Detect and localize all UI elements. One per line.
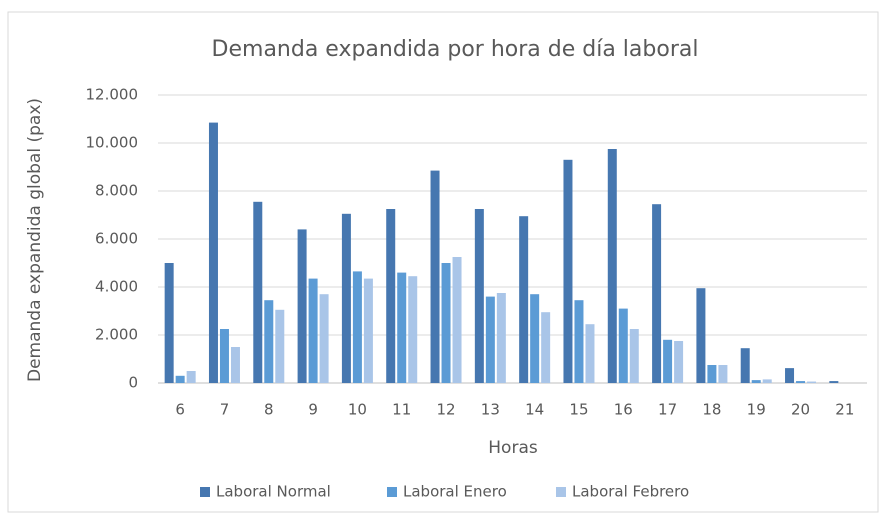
- bar: [807, 381, 817, 383]
- bar: [275, 309, 285, 383]
- x-tick-label: 18: [702, 401, 721, 419]
- x-tick-label: 9: [308, 401, 318, 419]
- bar: [175, 375, 185, 383]
- bar: [696, 288, 706, 383]
- x-tick-label: 17: [658, 401, 677, 419]
- bar: [718, 365, 728, 383]
- bar: [474, 209, 484, 383]
- bar: [253, 201, 263, 383]
- bar: [496, 293, 506, 383]
- bar: [574, 300, 584, 383]
- x-tick-label: 20: [791, 401, 810, 419]
- y-tick-label: 8.000: [95, 182, 138, 200]
- bar: [762, 379, 772, 383]
- bar: [585, 324, 595, 383]
- y-tick-label: 4.000: [95, 278, 138, 296]
- y-tick-label: 12.000: [86, 86, 139, 104]
- bar: [629, 329, 639, 383]
- bar: [652, 204, 662, 383]
- x-tick-label: 8: [264, 401, 274, 419]
- bar: [352, 271, 362, 383]
- bar: [386, 209, 396, 383]
- bar: [740, 348, 750, 383]
- y-tick-label: 0: [128, 374, 138, 392]
- bar: [208, 122, 218, 383]
- bar: [297, 229, 307, 383]
- bar: [829, 381, 839, 383]
- bar: [485, 296, 495, 383]
- bar: [519, 216, 529, 383]
- bar: [363, 278, 373, 383]
- bar: [430, 170, 440, 383]
- bar: [707, 365, 717, 383]
- x-tick-label: 11: [392, 401, 411, 419]
- y-axis-label: Demanda expandida global (pax): [25, 98, 45, 382]
- bar: [674, 341, 684, 383]
- x-tick-label: 13: [481, 401, 500, 419]
- y-tick-label: 2.000: [95, 326, 138, 344]
- bar: [219, 329, 229, 383]
- legend-label: Laboral Normal: [216, 483, 331, 501]
- chart-title: Demanda expandida por hora de día labora…: [212, 37, 699, 62]
- bar: [397, 272, 407, 383]
- x-tick-label: 19: [747, 401, 766, 419]
- bar: [308, 278, 318, 383]
- x-tick-label: 21: [835, 401, 854, 419]
- bar: [441, 263, 451, 383]
- bar: [408, 276, 418, 383]
- legend-label: Laboral Febrero: [572, 483, 689, 501]
- bar: [541, 312, 551, 383]
- bar: [663, 339, 673, 383]
- bar: [186, 371, 196, 383]
- bar: [607, 149, 617, 383]
- bar: [785, 368, 795, 383]
- bar: [452, 257, 462, 383]
- bar: [341, 213, 351, 383]
- legend-label: Laboral Enero: [403, 483, 507, 501]
- legend-swatch: [387, 487, 397, 497]
- bar: [530, 294, 540, 383]
- y-tick-label: 6.000: [95, 230, 138, 248]
- chart-frame: [7, 11, 879, 513]
- legend-swatch: [200, 487, 210, 497]
- bar: [563, 159, 573, 383]
- bar: [164, 263, 174, 383]
- x-tick-label: 7: [220, 401, 230, 419]
- x-tick-label: 14: [525, 401, 544, 419]
- x-tick-label: 10: [348, 401, 367, 419]
- bar: [796, 381, 806, 383]
- bar: [618, 308, 628, 383]
- legend-swatch: [556, 487, 566, 497]
- x-tick-label: 15: [569, 401, 588, 419]
- bar: [751, 380, 761, 383]
- x-tick-label: 6: [175, 401, 185, 419]
- x-axis-label: Horas: [488, 438, 538, 458]
- bar: [264, 300, 274, 383]
- bar: [319, 294, 329, 383]
- bar: [230, 347, 240, 383]
- x-tick-label: 12: [436, 401, 455, 419]
- x-tick-label: 16: [614, 401, 633, 419]
- y-tick-label: 10.000: [86, 134, 139, 152]
